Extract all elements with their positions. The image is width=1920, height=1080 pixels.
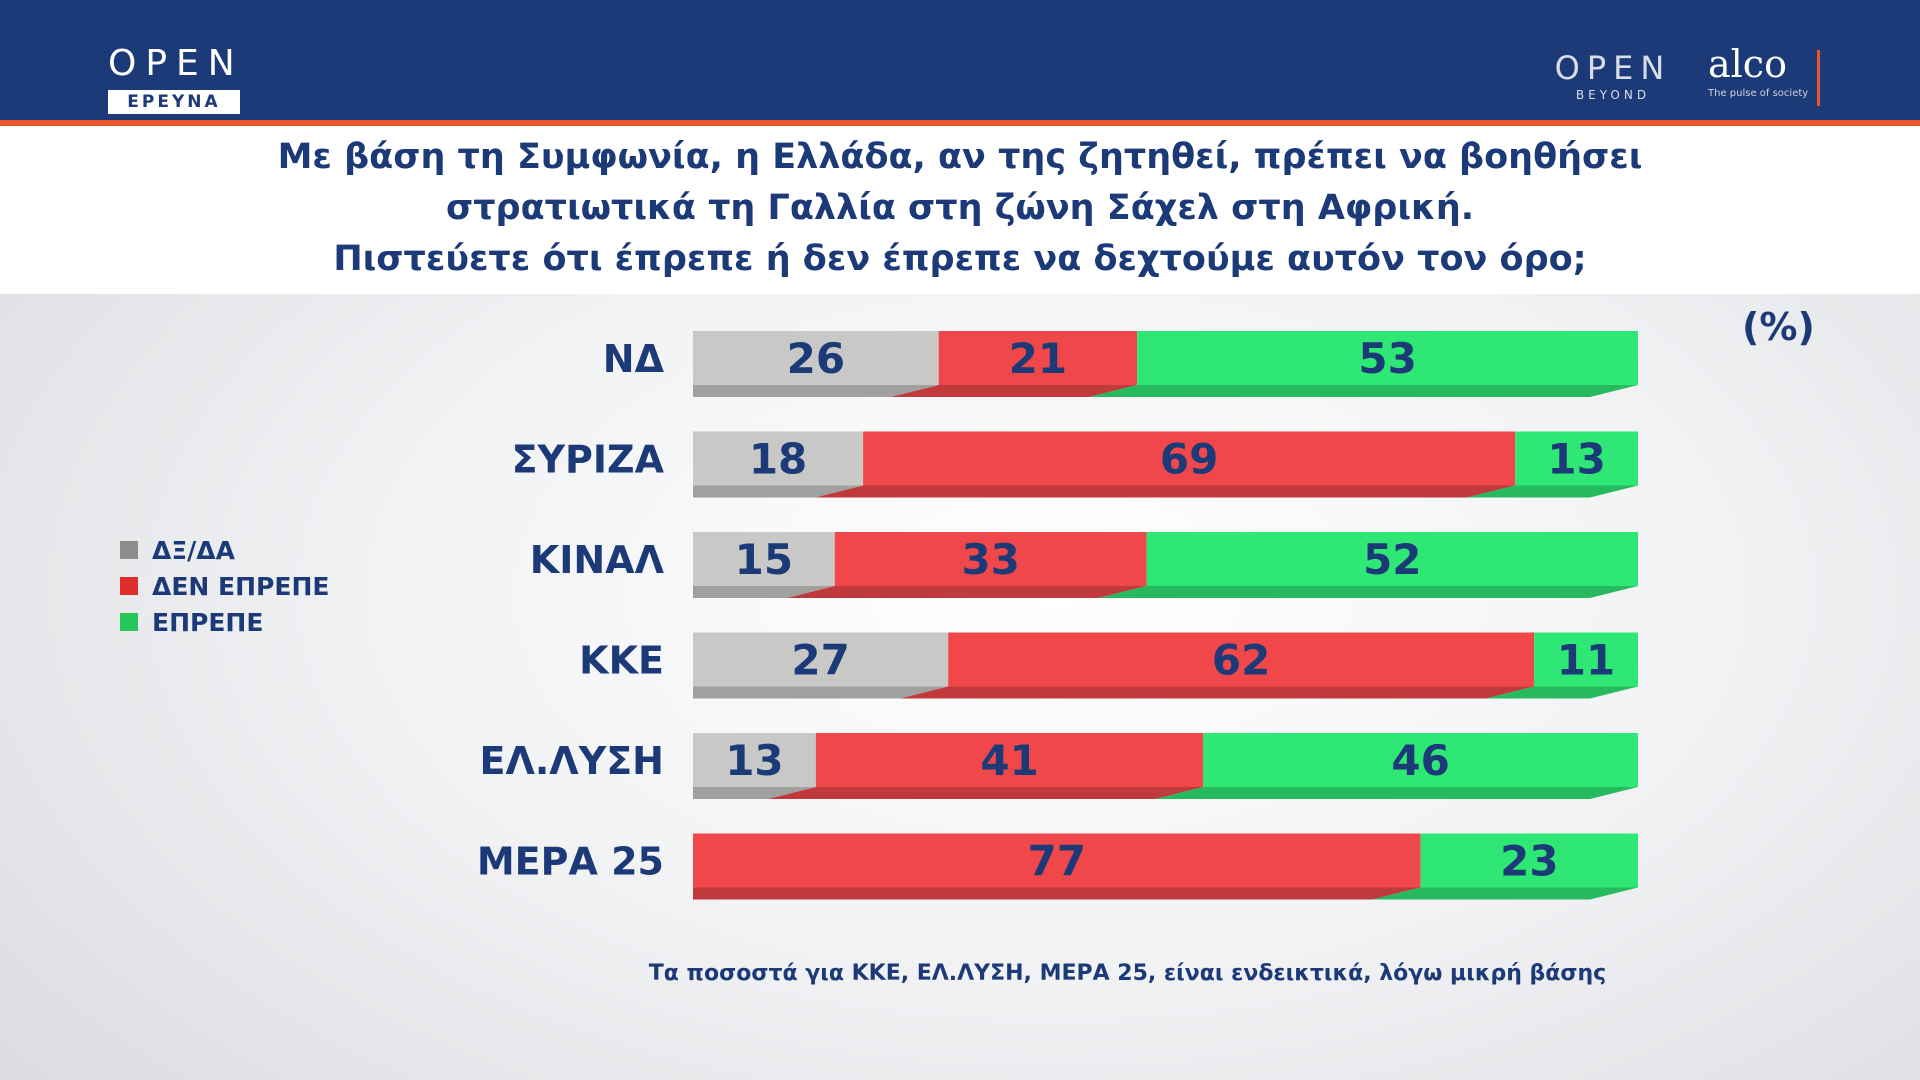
- logo-divider: [1817, 50, 1820, 106]
- bar-δξ-δα-0: [693, 331, 939, 385]
- title-line-1: Με βάση τη Συμφωνία, η Ελλάδα, αν της ζη…: [277, 137, 1643, 177]
- beyond-sub: BEYOND: [1575, 88, 1651, 102]
- alco-logo: alco The pulse of society: [1708, 44, 1818, 99]
- bar-επρεπε-4: [1203, 733, 1638, 787]
- top-banner: [0, 0, 1920, 120]
- value-label-δεν-επρεπε-3: 62: [1212, 636, 1270, 685]
- bar-base-δεν-επρεπε-5: [693, 887, 1421, 900]
- legend-label-eprepe: ΕΠΡΕΠΕ: [152, 607, 264, 637]
- bar-base-επρεπε-3: [1486, 686, 1638, 699]
- value-label-επρεπε-1: 13: [1547, 435, 1605, 484]
- value-label-δεν-επρεπε-2: 33: [961, 535, 1019, 584]
- bar-base-δξ-δα-1: [693, 485, 864, 498]
- bar-base-δξ-δα-0: [693, 385, 939, 397]
- bar-δξ-δα-2: [693, 532, 835, 586]
- bar-base-δξ-δα-3: [693, 686, 949, 699]
- bar-δξ-δα-4: [693, 733, 816, 787]
- value-label-επρεπε-5: 23: [1500, 837, 1558, 886]
- bar-δεν-επρεπε-3: [948, 632, 1535, 687]
- top-accent-line: [0, 120, 1920, 126]
- chart-title: Με βάση τη Συμφωνία, η Ελλάδα, αν της ζη…: [0, 132, 1920, 285]
- bar-δξ-δα-1: [693, 431, 864, 486]
- value-label-δεν-επρεπε-5: 77: [1028, 837, 1086, 886]
- legend-item-dxda: ΔΞ/ΔΑ: [120, 532, 329, 568]
- unit-label: (%): [1742, 305, 1815, 349]
- bar-δεν-επρεπε-4: [815, 733, 1204, 787]
- bar-επρεπε-2: [1146, 532, 1638, 586]
- open-beyond-logo: OPEN BEYOND: [1548, 52, 1678, 102]
- open-beyond-word: OPEN: [1554, 49, 1672, 87]
- bar-επρεπε-0: [1137, 331, 1638, 385]
- bar-επρεπε-3: [1534, 632, 1638, 687]
- bar-δεν-επρεπε-5: [693, 833, 1421, 888]
- open-logo-word: OPEN: [108, 43, 244, 84]
- category-label-4: ΕΛ.ΛΥΣΗ: [480, 739, 665, 783]
- value-label-δεν-επρεπε-0: 21: [1009, 334, 1067, 383]
- bar-base-δξ-δα-4: [693, 787, 816, 799]
- open-erevna-logo: OPEN ΕΡΕΥΝΑ: [108, 46, 244, 114]
- bar-base-δεν-επρεπε-3: [900, 686, 1535, 699]
- title-background: [0, 126, 1920, 294]
- bar-δεν-επρεπε-2: [834, 532, 1147, 586]
- value-label-δεν-επρεπε-4: 41: [980, 736, 1038, 785]
- bar-base-δεν-επρεπε-1: [815, 485, 1516, 498]
- footnote: Τα ποσοστά για ΚΚΕ, ΕΛ.ΛΥΣΗ, ΜΕΡΑ 25, εί…: [648, 961, 1607, 986]
- bar-δεν-επρεπε-1: [863, 431, 1516, 486]
- legend: ΔΞ/ΔΑ ΔΕΝ ΕΠΡΕΠΕ ΕΠΡΕΠΕ: [120, 532, 329, 640]
- value-label-δξ-δα-1: 18: [749, 435, 807, 484]
- legend-label-dxda: ΔΞ/ΔΑ: [152, 535, 235, 565]
- category-label-3: ΚΚΕ: [579, 639, 664, 683]
- bar-επρεπε-5: [1420, 833, 1638, 888]
- legend-label-den-eprepe: ΔΕΝ ΕΠΡΕΠΕ: [152, 571, 330, 601]
- bar-base-επρεπε-5: [1372, 887, 1638, 900]
- value-label-δεν-επρεπε-1: 69: [1160, 435, 1218, 484]
- bar-base-επρεπε-0: [1089, 385, 1638, 397]
- value-label-επρεπε-4: 46: [1391, 736, 1449, 785]
- alco-tagline: The pulse of society: [1708, 88, 1809, 99]
- alco-word: alco: [1708, 42, 1787, 86]
- value-label-επρεπε-2: 52: [1363, 535, 1421, 584]
- erevna-logo-sub: ΕΡΕΥΝΑ: [108, 90, 240, 114]
- value-label-δξ-δα-3: 27: [791, 636, 849, 685]
- legend-swatch-eprepe: [120, 613, 138, 631]
- category-label-5: ΜΕΡΑ 25: [477, 840, 664, 884]
- legend-swatch-dxda: [120, 541, 138, 559]
- value-label-δξ-δα-0: 26: [787, 334, 845, 383]
- bar-base-δξ-δα-2: [693, 586, 835, 598]
- value-label-επρεπε-3: 11: [1557, 636, 1615, 685]
- value-label-δξ-δα-4: 13: [725, 736, 783, 785]
- bar-δξ-δα-3: [693, 632, 949, 687]
- bar-base-δεν-επρεπε-0: [890, 385, 1138, 397]
- bar-base-δεν-επρεπε-4: [767, 787, 1204, 799]
- legend-item-den-eprepe: ΔΕΝ ΕΠΡΕΠΕ: [120, 568, 329, 604]
- title-line-2: στρατιωτικά τη Γαλλία στη ζώνη Σάχελ στη…: [445, 188, 1475, 228]
- category-label-2: ΚΙΝΑΛ: [530, 538, 665, 582]
- category-label-0: ΝΔ: [603, 337, 665, 381]
- bar-επρεπε-1: [1515, 431, 1638, 486]
- title-line-3: Πιστεύετε ότι έπρεπε ή δεν έπρεπε να δεχ…: [333, 239, 1587, 279]
- category-label-1: ΣΥΡΙΖΑ: [512, 438, 665, 482]
- bar-base-επρεπε-1: [1467, 485, 1638, 498]
- bar-base-επρεπε-2: [1098, 586, 1638, 598]
- legend-swatch-den-eprepe: [120, 577, 138, 595]
- legend-item-eprepe: ΕΠΡΕΠΕ: [120, 604, 329, 640]
- bar-base-δεν-επρεπε-2: [786, 586, 1147, 598]
- value-label-δξ-δα-2: 15: [735, 535, 793, 584]
- bar-base-επρεπε-4: [1155, 787, 1638, 799]
- value-label-επρεπε-0: 53: [1358, 334, 1416, 383]
- bar-δεν-επρεπε-0: [938, 331, 1138, 385]
